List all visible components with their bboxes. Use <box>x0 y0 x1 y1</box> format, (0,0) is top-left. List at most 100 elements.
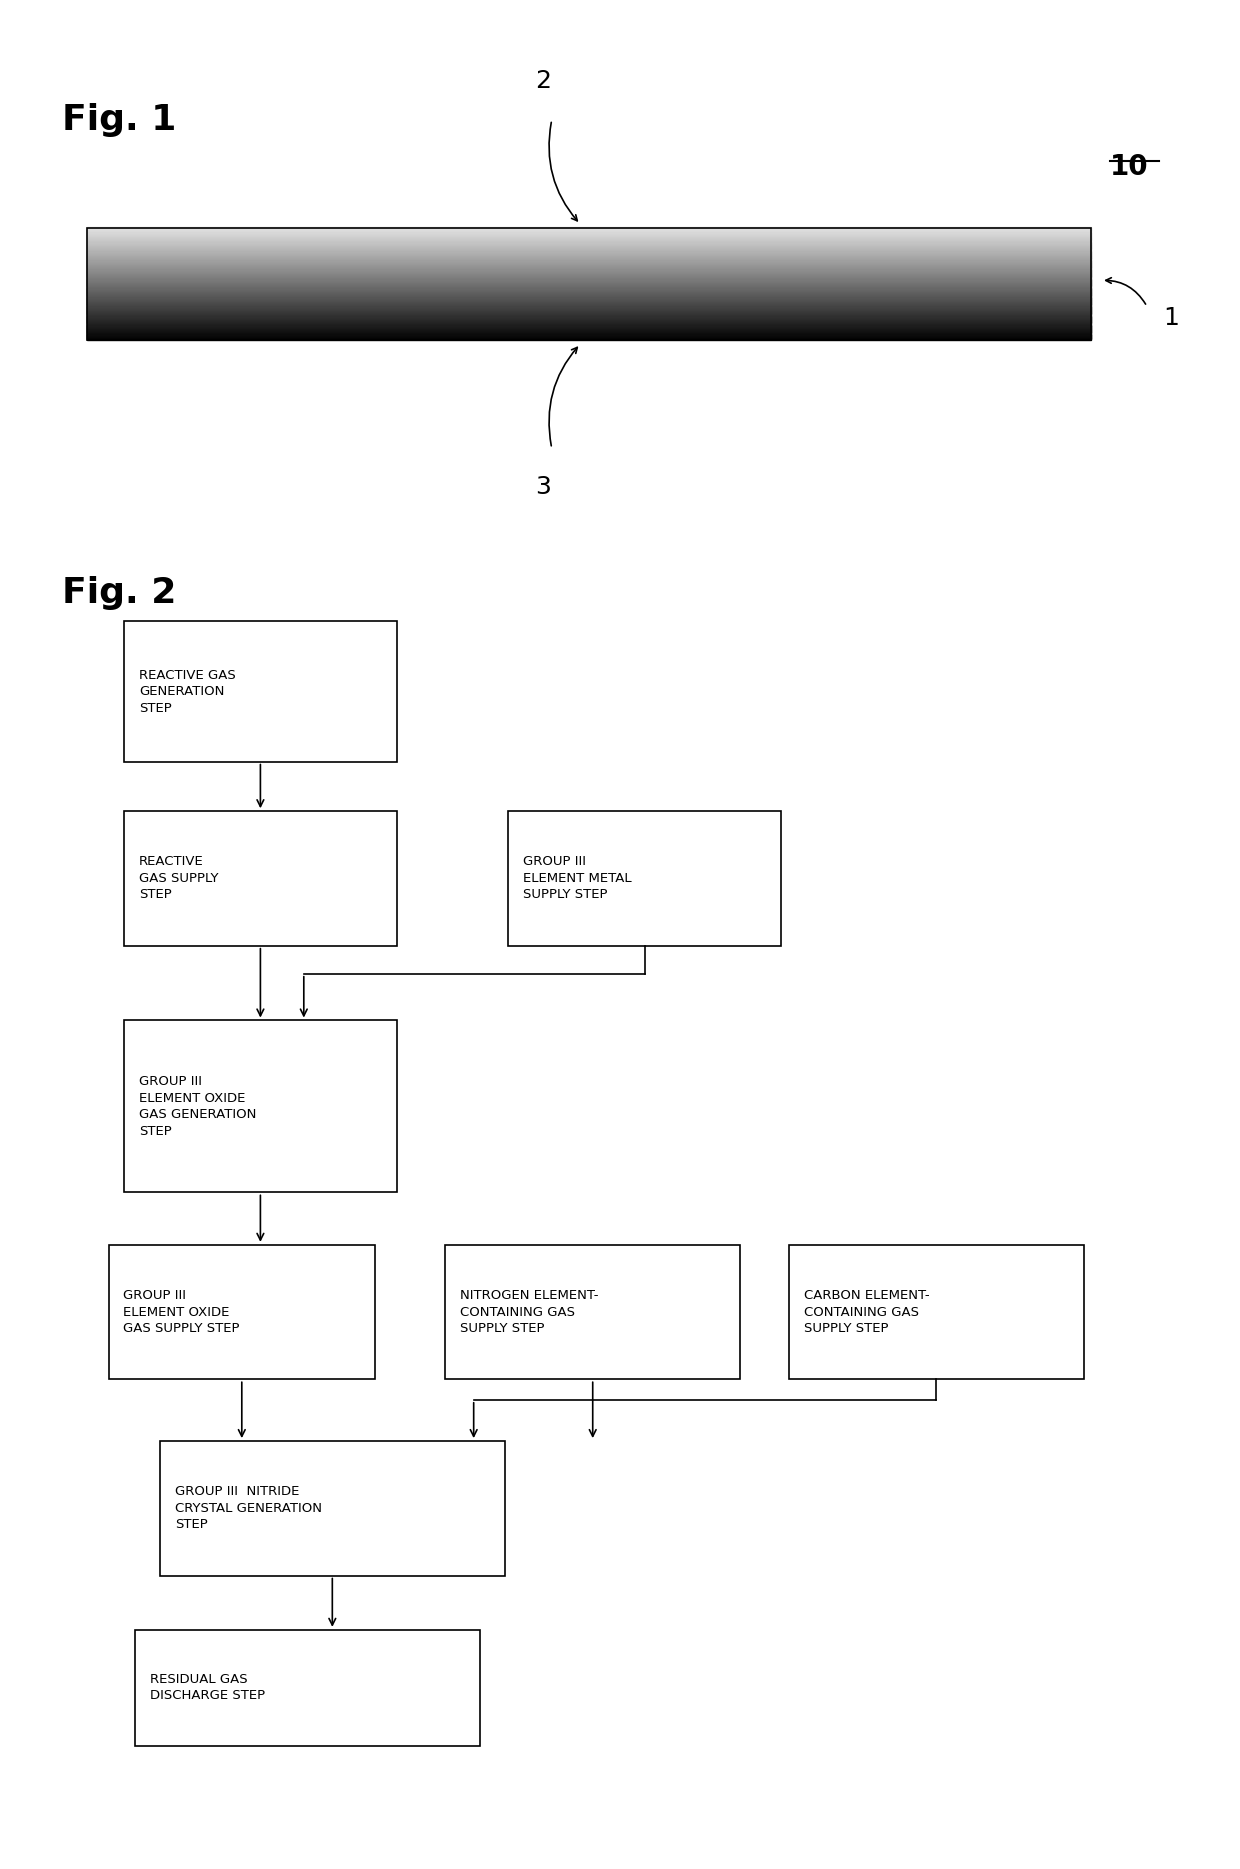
Bar <box>87 273 1091 275</box>
Bar <box>87 265 1091 267</box>
Bar <box>87 286 1091 288</box>
Bar <box>87 307 1091 308</box>
Bar <box>87 282 1091 284</box>
Bar <box>87 275 1091 277</box>
Bar <box>87 303 1091 305</box>
Bar <box>87 269 1091 271</box>
Bar <box>87 314 1091 316</box>
Bar <box>87 299 1091 301</box>
Bar <box>87 269 1091 271</box>
Bar <box>87 305 1091 307</box>
Bar <box>87 292 1091 293</box>
Bar <box>135 1630 480 1746</box>
Bar <box>124 1020 397 1192</box>
Bar <box>87 245 1091 247</box>
Bar <box>124 622 397 763</box>
Bar <box>87 247 1091 249</box>
Bar <box>87 284 1091 286</box>
Bar <box>87 232 1091 234</box>
Bar <box>87 273 1091 275</box>
Text: 3: 3 <box>536 475 551 499</box>
Bar <box>87 252 1091 254</box>
Bar <box>87 260 1091 262</box>
Bar <box>87 303 1091 305</box>
Text: CARBON ELEMENT-
CONTAINING GAS
SUPPLY STEP: CARBON ELEMENT- CONTAINING GAS SUPPLY ST… <box>804 1290 929 1334</box>
Bar <box>87 297 1091 299</box>
Bar <box>87 335 1091 336</box>
Text: Fig. 2: Fig. 2 <box>62 576 176 609</box>
Bar <box>87 321 1091 323</box>
Bar <box>87 271 1091 273</box>
Text: GROUP III
ELEMENT OXIDE
GAS GENERATION
STEP: GROUP III ELEMENT OXIDE GAS GENERATION S… <box>139 1075 257 1138</box>
Bar <box>87 228 1091 340</box>
Bar <box>87 249 1091 250</box>
Bar <box>87 243 1091 245</box>
Bar <box>87 228 1091 230</box>
Bar <box>87 247 1091 249</box>
Bar <box>87 277 1091 278</box>
Bar <box>87 331 1091 333</box>
Bar <box>87 318 1091 320</box>
Bar <box>87 288 1091 290</box>
Bar <box>87 262 1091 264</box>
Bar <box>87 278 1091 280</box>
Bar <box>87 292 1091 293</box>
Bar <box>109 1245 374 1379</box>
Bar <box>87 239 1091 241</box>
Bar <box>87 335 1091 336</box>
Bar <box>87 267 1091 269</box>
Text: 10: 10 <box>1110 153 1148 181</box>
Text: 2: 2 <box>536 69 551 93</box>
Bar <box>87 320 1091 321</box>
Bar <box>87 230 1091 232</box>
Bar <box>87 333 1091 335</box>
Text: GROUP III
ELEMENT OXIDE
GAS SUPPLY STEP: GROUP III ELEMENT OXIDE GAS SUPPLY STEP <box>124 1290 239 1334</box>
Bar <box>87 312 1091 314</box>
Text: GROUP III  NITRIDE
CRYSTAL GENERATION
STEP: GROUP III NITRIDE CRYSTAL GENERATION STE… <box>175 1486 322 1531</box>
Bar <box>87 329 1091 331</box>
Bar <box>87 241 1091 243</box>
Text: NITROGEN ELEMENT-
CONTAINING GAS
SUPPLY STEP: NITROGEN ELEMENT- CONTAINING GAS SUPPLY … <box>460 1290 599 1334</box>
Bar <box>87 320 1091 321</box>
Bar <box>87 234 1091 235</box>
Text: REACTIVE
GAS SUPPLY
STEP: REACTIVE GAS SUPPLY STEP <box>139 856 218 901</box>
Bar <box>87 280 1091 282</box>
Bar <box>87 234 1091 235</box>
Bar <box>87 310 1091 312</box>
Bar <box>87 280 1091 282</box>
Bar <box>87 325 1091 327</box>
Bar <box>87 338 1091 340</box>
Bar <box>87 230 1091 232</box>
Text: GROUP III
ELEMENT METAL
SUPPLY STEP: GROUP III ELEMENT METAL SUPPLY STEP <box>523 856 632 901</box>
Text: REACTIVE GAS
GENERATION
STEP: REACTIVE GAS GENERATION STEP <box>139 669 236 714</box>
Bar <box>87 264 1091 265</box>
Bar <box>87 293 1091 295</box>
Bar <box>508 811 781 946</box>
Bar <box>87 307 1091 308</box>
Bar <box>87 336 1091 338</box>
Bar <box>87 278 1091 280</box>
Bar <box>87 295 1091 297</box>
Bar <box>87 286 1091 288</box>
Bar <box>87 256 1091 258</box>
Bar <box>87 301 1091 303</box>
Bar <box>87 228 1091 230</box>
Bar <box>87 250 1091 252</box>
Bar <box>87 331 1091 333</box>
Bar <box>87 290 1091 292</box>
Bar <box>87 258 1091 260</box>
Bar <box>87 245 1091 247</box>
Bar <box>87 323 1091 325</box>
Bar <box>87 295 1091 297</box>
Bar <box>87 308 1091 310</box>
Bar <box>87 256 1091 258</box>
Bar <box>87 254 1091 256</box>
Bar <box>87 323 1091 325</box>
Bar <box>87 327 1091 329</box>
Text: 1: 1 <box>1163 307 1179 329</box>
Bar <box>160 1441 505 1576</box>
Bar <box>87 252 1091 254</box>
Bar <box>87 239 1091 241</box>
Bar <box>87 235 1091 237</box>
Bar <box>87 262 1091 264</box>
